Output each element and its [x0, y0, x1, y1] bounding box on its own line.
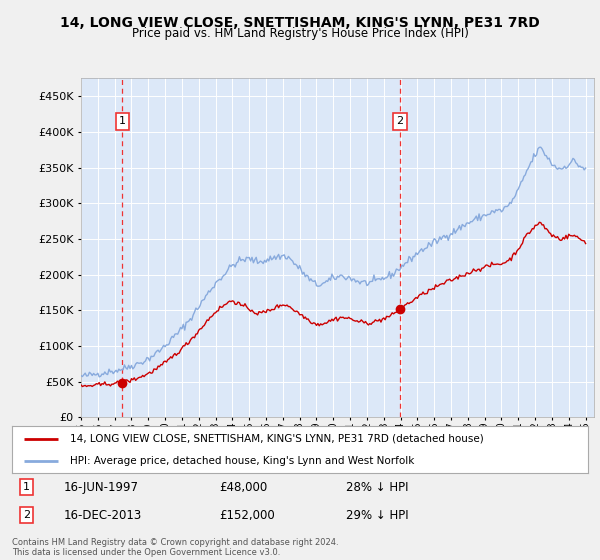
- Text: Contains HM Land Registry data © Crown copyright and database right 2024.
This d: Contains HM Land Registry data © Crown c…: [12, 538, 338, 557]
- Text: Price paid vs. HM Land Registry's House Price Index (HPI): Price paid vs. HM Land Registry's House …: [131, 27, 469, 40]
- Text: 1: 1: [119, 116, 126, 126]
- Text: 16-DEC-2013: 16-DEC-2013: [64, 509, 142, 522]
- Text: 28% ↓ HPI: 28% ↓ HPI: [346, 480, 409, 493]
- Text: 14, LONG VIEW CLOSE, SNETTISHAM, KING'S LYNN, PE31 7RD: 14, LONG VIEW CLOSE, SNETTISHAM, KING'S …: [60, 16, 540, 30]
- Text: 16-JUN-1997: 16-JUN-1997: [64, 480, 139, 493]
- Text: 2: 2: [397, 116, 403, 126]
- Text: 2: 2: [23, 510, 30, 520]
- Text: £152,000: £152,000: [220, 509, 275, 522]
- Text: 29% ↓ HPI: 29% ↓ HPI: [346, 509, 409, 522]
- Text: 1: 1: [23, 482, 30, 492]
- Text: HPI: Average price, detached house, King's Lynn and West Norfolk: HPI: Average price, detached house, King…: [70, 456, 414, 466]
- Text: £48,000: £48,000: [220, 480, 268, 493]
- Text: 14, LONG VIEW CLOSE, SNETTISHAM, KING'S LYNN, PE31 7RD (detached house): 14, LONG VIEW CLOSE, SNETTISHAM, KING'S …: [70, 434, 484, 444]
